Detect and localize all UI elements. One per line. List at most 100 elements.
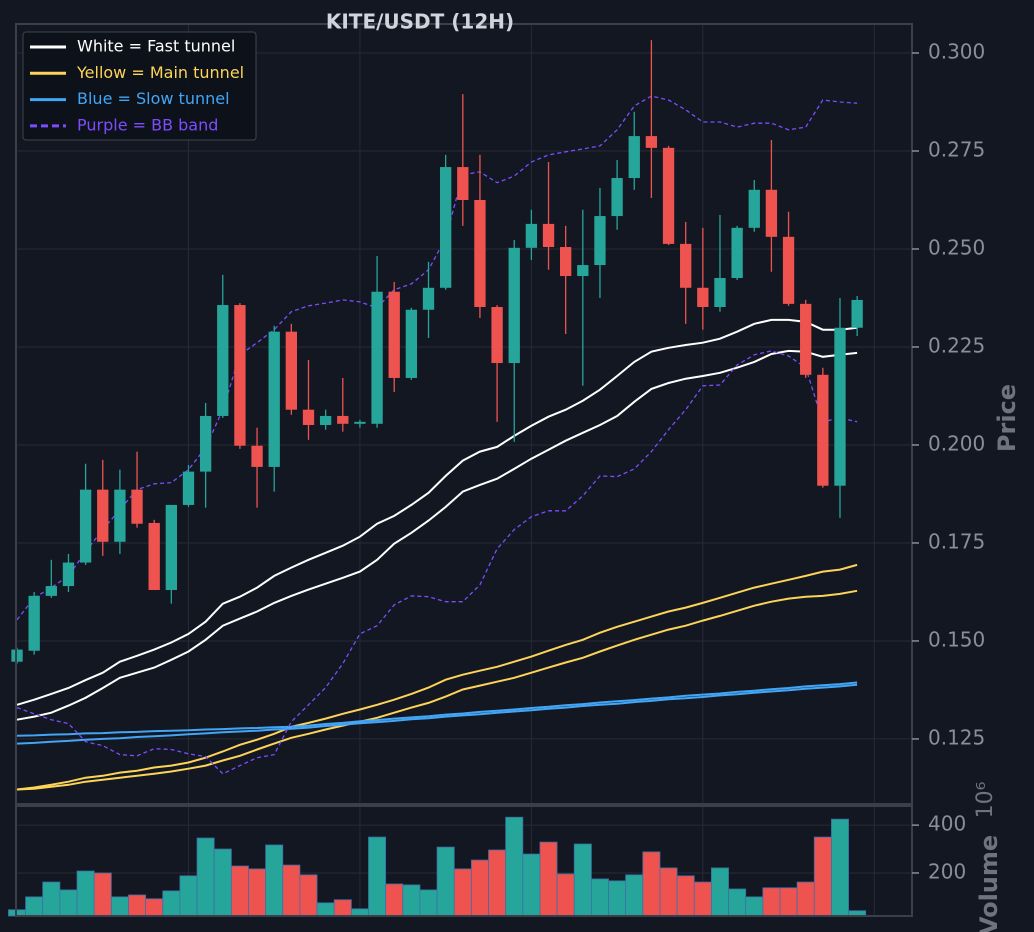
volume-bar — [831, 818, 849, 917]
volume-bar — [299, 874, 318, 917]
candle-body — [542, 223, 555, 248]
candle-body — [662, 147, 675, 244]
volume-bar — [779, 887, 798, 917]
candle-body — [765, 189, 778, 237]
volume-bar — [522, 853, 541, 917]
candle-body — [131, 489, 143, 524]
volume-bar — [25, 896, 44, 917]
candle-body — [79, 489, 92, 563]
legend-label: Blue = Slow tunnel — [77, 89, 230, 108]
volume-bar — [573, 843, 592, 917]
y-tick-label: 0.125 — [928, 725, 985, 749]
legend: White = Fast tunnel Yellow = Main tunnel B… — [22, 31, 257, 141]
tunnel-line — [16, 589, 858, 791]
volume-bar — [539, 841, 558, 917]
y-tick-label: 0.250 — [928, 235, 985, 259]
y-tick-label: 0.175 — [928, 529, 985, 553]
volume-bar — [145, 898, 164, 917]
candle-body — [508, 247, 520, 364]
candle-body — [474, 199, 486, 307]
volume-bar — [590, 878, 609, 917]
tunnel-line — [16, 683, 858, 745]
candle-body — [594, 216, 606, 266]
volume-bar — [745, 896, 764, 917]
candle-body — [560, 247, 572, 277]
volume-bar — [505, 816, 524, 917]
candle-body — [800, 303, 812, 375]
y-tick-label: 0.300 — [928, 40, 985, 64]
volume-bar — [419, 889, 438, 917]
candle-body — [354, 421, 366, 424]
volume-axis-label: Volume — [975, 835, 1003, 932]
candle-body — [337, 415, 349, 424]
volume-bar — [162, 890, 181, 917]
candle-body — [611, 178, 623, 217]
tunnel-line — [16, 349, 858, 721]
legend-label: Purple = BB band — [77, 115, 218, 134]
volume-bar — [213, 848, 232, 917]
volume-bar — [128, 894, 147, 917]
candle-body — [217, 305, 229, 416]
candle-body — [11, 649, 23, 662]
candle-body — [457, 167, 469, 200]
candle-body — [817, 374, 829, 486]
candle-body — [834, 327, 846, 486]
volume-bar — [676, 875, 695, 917]
volume-bar — [470, 859, 489, 917]
volume-bar — [333, 899, 352, 917]
volume-bar — [59, 889, 78, 917]
candle-body — [405, 309, 418, 378]
candle-body — [714, 277, 726, 307]
volume-bar — [282, 864, 301, 917]
volume-bar — [179, 875, 198, 917]
candle-body — [731, 227, 743, 278]
tunnel-line — [16, 318, 858, 706]
volume-frame — [15, 805, 913, 917]
y-axis-label: Price — [993, 384, 1021, 452]
volume-bar — [436, 846, 455, 917]
volume-bar — [402, 884, 421, 917]
candle-body — [491, 306, 503, 364]
candle-body — [525, 223, 538, 248]
candle-body — [165, 504, 177, 590]
candle-body — [97, 489, 109, 542]
volume-bar — [659, 867, 678, 917]
candle-body — [285, 331, 298, 410]
legend-label: White = Fast tunnel — [77, 37, 235, 56]
volume-bar — [453, 868, 472, 917]
candle-body — [851, 299, 863, 328]
volume-offset-label: 10⁶ — [973, 781, 998, 818]
candle-body — [422, 287, 435, 310]
candle-body — [114, 489, 126, 542]
volume-bar — [110, 896, 129, 917]
candle-body — [697, 287, 709, 307]
candle-body — [148, 522, 160, 590]
volume-bar — [728, 888, 747, 917]
legend-box — [22, 31, 257, 141]
volume-bar — [608, 880, 627, 917]
volume-bar — [316, 902, 335, 917]
volume-bar — [693, 881, 712, 917]
candle-body — [748, 189, 760, 228]
candle-body — [62, 562, 75, 587]
candle-body — [388, 291, 400, 378]
volume-bar — [93, 872, 112, 917]
candle-body — [268, 331, 280, 467]
volume-bar — [488, 849, 507, 917]
candle-body — [45, 586, 57, 596]
volume-bar — [196, 837, 215, 917]
candles — [11, 40, 863, 664]
y-tick-label: 0.200 — [928, 431, 985, 455]
y-tick-label: 0.225 — [928, 333, 985, 357]
volume-bar — [350, 908, 369, 917]
indicator-lines — [16, 95, 858, 791]
candle-body — [199, 415, 212, 472]
volume-bar — [625, 874, 644, 917]
volume-bar — [265, 844, 284, 917]
candle-body — [182, 471, 195, 505]
candle-body — [302, 409, 315, 425]
candle-body — [628, 136, 640, 179]
